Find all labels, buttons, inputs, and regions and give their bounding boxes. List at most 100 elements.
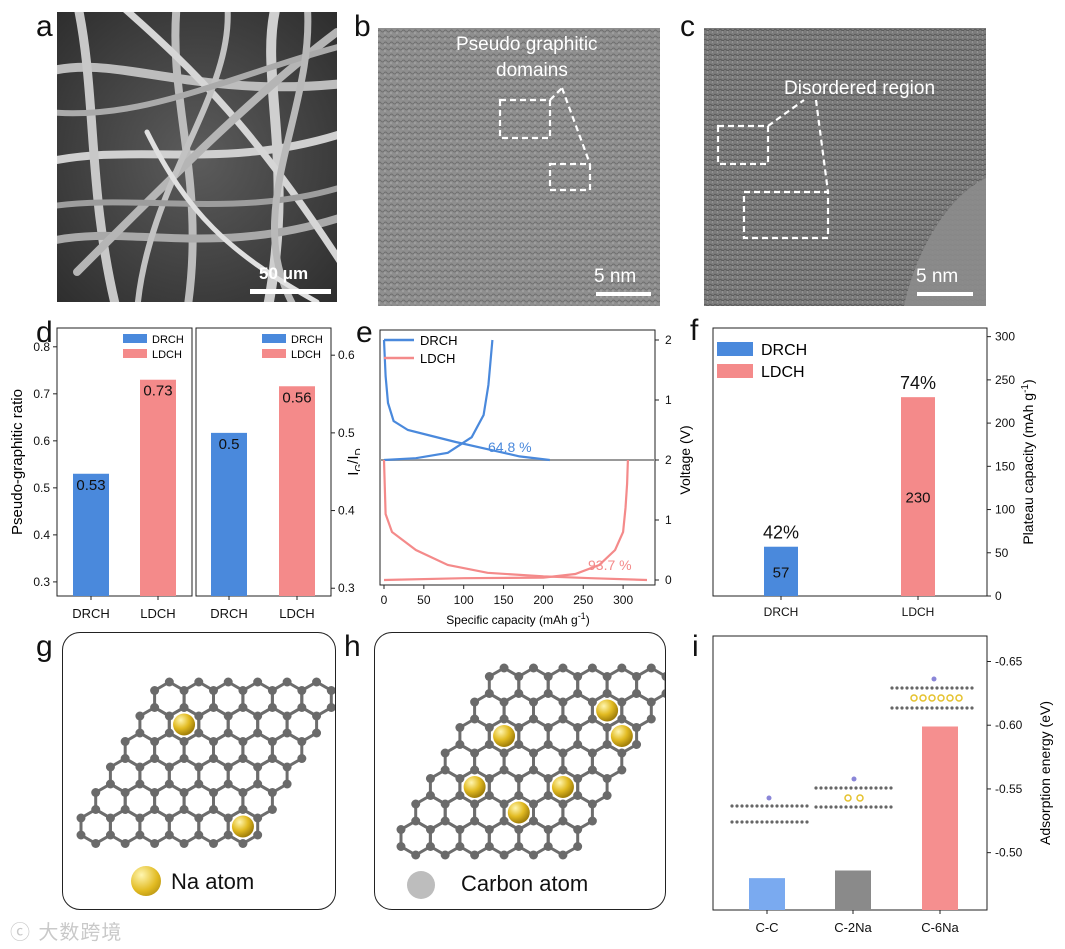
carbon-atom — [499, 748, 509, 758]
legend-label-ldch: LDCH — [291, 349, 321, 361]
legend-swatch-drch — [717, 342, 753, 356]
carbon-atom — [889, 786, 893, 790]
y-tick-label: 0.3 — [338, 581, 355, 595]
legend-swatch-drch — [262, 334, 286, 343]
carbon-atom — [945, 686, 949, 690]
carbon-atom — [194, 813, 204, 823]
x-tick-label-c-6na: C-6Na — [921, 920, 959, 935]
y-tick-label: 0.4 — [338, 504, 355, 518]
carbon-atom — [91, 839, 101, 848]
x-axis-label: Specific capacity (mAh g-1) — [446, 611, 589, 627]
carbon-atom — [209, 805, 219, 814]
carbon-atom — [238, 788, 248, 797]
carbon-atom — [470, 816, 480, 826]
carbon-atom — [884, 805, 888, 809]
carbon-atom — [859, 805, 863, 809]
carbon-atom — [238, 686, 248, 695]
c-c-bond — [108, 807, 142, 846]
carbon-atom — [484, 689, 494, 698]
carbon-atom — [164, 779, 174, 789]
carbon-atom — [839, 786, 843, 790]
carbon-atom — [194, 711, 204, 721]
tem-image-c: Disordered region 5 nm — [704, 28, 986, 306]
carbon-atom — [267, 805, 277, 814]
carbon-atom — [120, 737, 130, 746]
y-tick-label: 150 — [995, 459, 1015, 473]
na-atom — [937, 694, 945, 702]
bar-ldch — [279, 386, 315, 596]
carbon-atom — [965, 686, 969, 690]
carbon-atom — [920, 706, 924, 710]
carbon-atom — [785, 804, 789, 808]
carbon-atom — [223, 830, 233, 840]
y-tick-label: 2 — [665, 453, 672, 467]
y-tick-label: 50 — [995, 546, 1009, 560]
scale-bar-label: 5 nm — [594, 266, 637, 287]
carbon-atom — [632, 689, 642, 698]
panel-letter-h: h — [344, 630, 361, 663]
carbon-atom — [470, 850, 480, 860]
carbon-atom — [844, 805, 848, 809]
carbon-atom — [150, 737, 160, 746]
na-atom — [493, 725, 516, 747]
carbon-atom — [558, 850, 568, 860]
carbon-atom — [179, 737, 189, 746]
scale-bar — [596, 292, 651, 296]
carbon-atom — [543, 672, 553, 681]
carbon-atom — [120, 788, 130, 797]
carbon-atom — [238, 805, 248, 814]
na-atom — [173, 713, 196, 736]
carbon-atom — [890, 686, 894, 690]
c-c-bond — [517, 819, 550, 857]
carbon-atom — [735, 804, 739, 808]
carbon-atom — [150, 703, 160, 712]
carbon-atom — [573, 774, 583, 783]
carbon-atom — [849, 786, 853, 790]
carbon-atom — [396, 842, 406, 851]
carbon-atom — [223, 711, 233, 721]
x-tick-label: 250 — [573, 593, 593, 607]
y-tick-label: -0.55 — [995, 782, 1023, 796]
carbon-atom — [179, 686, 189, 695]
carbon-atom — [617, 663, 627, 673]
carbon-atom — [905, 686, 909, 690]
legend-swatch-ldch — [123, 349, 147, 358]
carbon-atom — [179, 703, 189, 712]
carbon-atom — [839, 805, 843, 809]
carbon-atom — [765, 804, 769, 808]
carbon-atom — [558, 697, 568, 707]
carbon-atom — [267, 703, 277, 712]
na-atom — [463, 776, 486, 798]
carbon-atom — [543, 774, 553, 783]
carbon-atom — [965, 706, 969, 710]
bar-value-label: 0.53 — [76, 477, 105, 494]
carbon-atom — [750, 820, 754, 824]
carbon-atom — [253, 830, 263, 840]
annotation-disordered-region: Disordered region — [784, 78, 936, 99]
na-atom — [928, 694, 936, 702]
carbon-atom — [209, 703, 219, 712]
carbon-atom — [164, 728, 174, 738]
carbon-atom — [484, 740, 494, 749]
carbon-atom — [935, 706, 939, 710]
na-atom — [851, 776, 857, 782]
carbon-atom — [297, 737, 307, 746]
legend-swatch-ldch — [262, 349, 286, 358]
carbon-atom — [120, 805, 130, 814]
y-tick-label: 0.7 — [33, 387, 50, 401]
carbon-atom — [780, 804, 784, 808]
x-tick-label-ldch: LDCH — [279, 606, 314, 618]
carbon-atom — [326, 703, 336, 712]
carbon-atom — [253, 677, 263, 687]
carbon-atom — [135, 779, 145, 789]
carbon-atom — [209, 686, 219, 695]
y-tick-label: 0.3 — [33, 575, 50, 589]
carbon-atom — [326, 686, 336, 695]
carbon-atom — [844, 786, 848, 790]
tem-texture — [378, 28, 660, 306]
carbon-atom — [455, 723, 465, 732]
carbon-atom — [411, 850, 421, 860]
carbon-atom — [514, 672, 524, 681]
carbon-atom — [795, 804, 799, 808]
carbon-atom — [558, 765, 568, 775]
